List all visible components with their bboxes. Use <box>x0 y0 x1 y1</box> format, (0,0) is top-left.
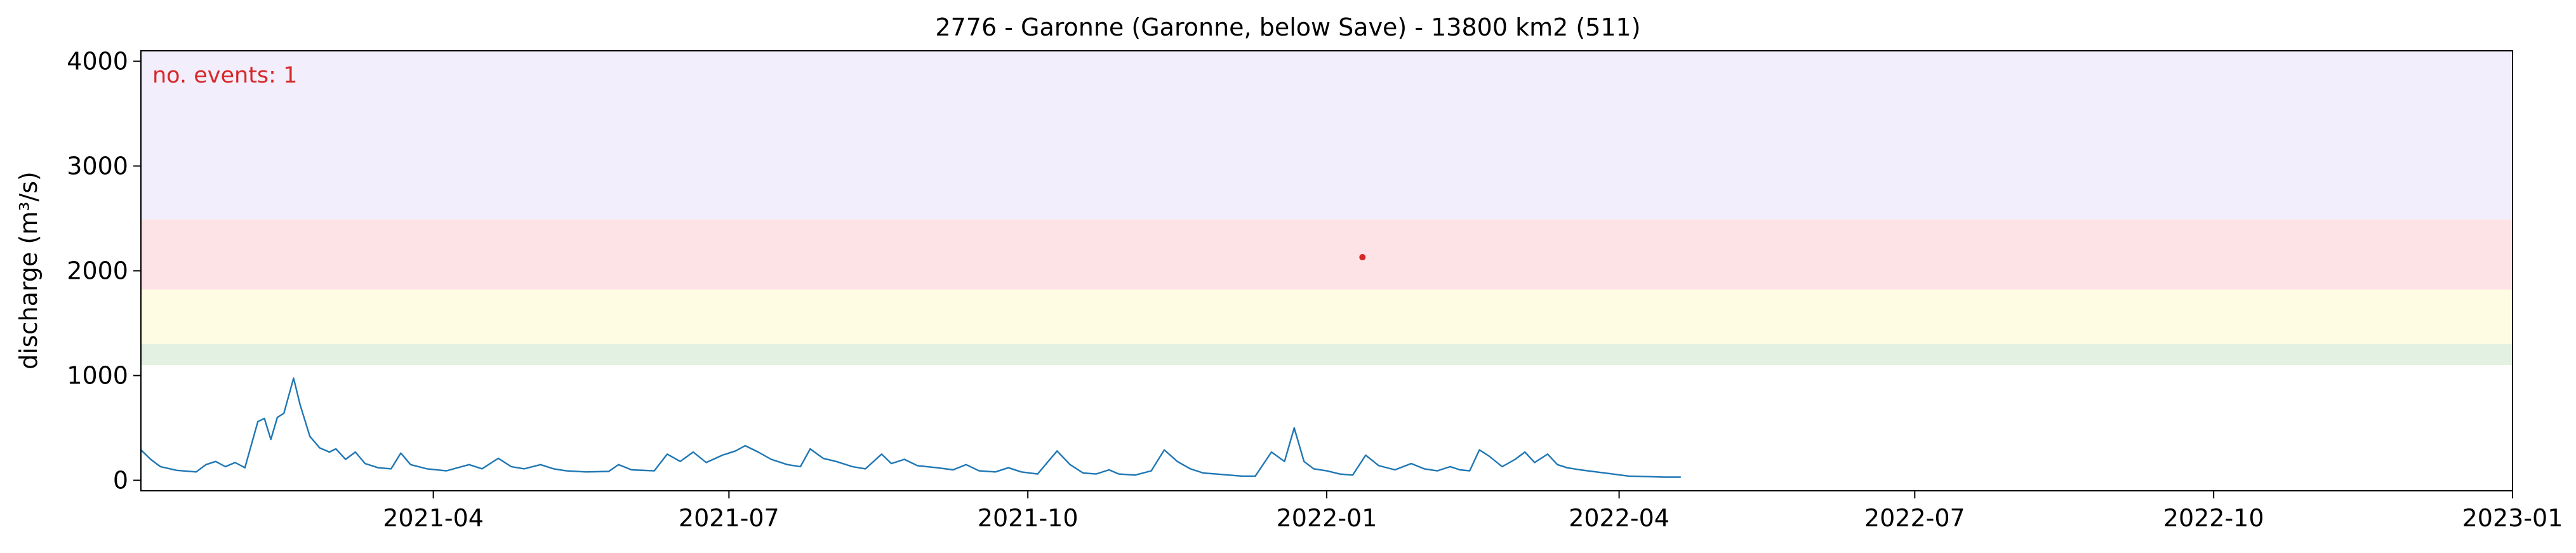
event-marker-layer <box>1359 254 1366 261</box>
threshold-band-4 <box>141 51 2513 220</box>
y-axis: 0 1000 2000 3000 4000 <box>67 48 141 495</box>
x-tick-label: 2022-07 <box>1864 504 1965 532</box>
x-tick-label: 2022-04 <box>1569 504 1670 532</box>
x-tick-label: 2021-10 <box>978 504 1079 532</box>
x-tick-label: 2022-01 <box>1277 504 1378 532</box>
x-tick-label: 2022-10 <box>2163 504 2264 532</box>
threshold-band-3 <box>141 219 2513 290</box>
x-tick-label: 2021-07 <box>679 504 780 532</box>
x-axis: 2021-04 2021-07 2021-10 2022-01 2022-04 2022-… <box>383 491 2563 532</box>
threshold-band-2 <box>141 290 2513 344</box>
y-tick-label: 4000 <box>67 48 128 76</box>
y-tick-label: 1000 <box>67 362 128 390</box>
y-tick-label: 2000 <box>67 257 128 285</box>
x-tick-label: 2023-01 <box>2462 504 2563 532</box>
y-axis-label: discharge (m³/s) <box>15 171 43 370</box>
chart-title: 2776 - Garonne (Garonne, below Save) - 1… <box>935 13 1640 41</box>
discharge-series-line-1 <box>140 377 1681 478</box>
event-marker <box>1359 254 1366 261</box>
y-tick-label: 0 <box>113 467 128 495</box>
threshold-band-1 <box>141 344 2513 365</box>
y-tick-label: 3000 <box>67 152 128 180</box>
series-layer <box>140 377 1681 478</box>
events-annotation: no. events: 1 <box>152 63 297 88</box>
x-tick-label: 2021-04 <box>383 504 484 532</box>
threshold-bands <box>141 51 2513 365</box>
